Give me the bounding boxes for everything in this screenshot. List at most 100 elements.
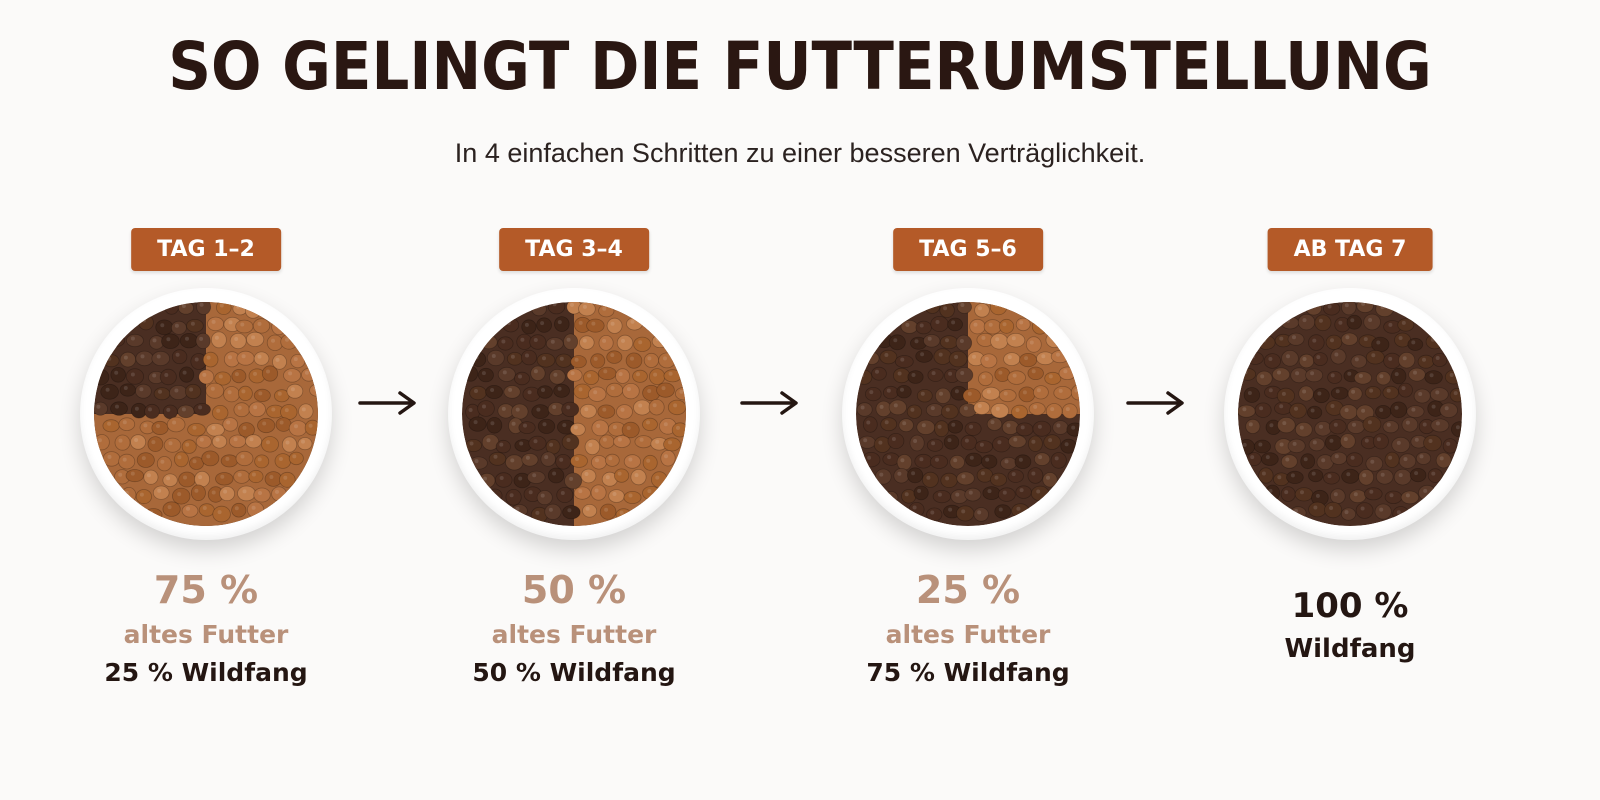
- new-food-kibble: [1384, 490, 1403, 505]
- kibble-highlight: [216, 408, 221, 413]
- kibble-highlight: [491, 354, 496, 358]
- old-food-kibble: [630, 469, 647, 486]
- kibble-highlight: [1295, 371, 1300, 376]
- kibble-highlight: [1024, 356, 1029, 361]
- new-food-kibble: [1008, 434, 1027, 449]
- kibble-highlight: [557, 386, 562, 391]
- kibble-highlight: [510, 458, 515, 463]
- new-food-kibble: [914, 453, 933, 469]
- kibble-highlight: [1056, 423, 1061, 428]
- kibble-highlight: [519, 441, 524, 446]
- kibble-highlight: [900, 387, 904, 392]
- kibble-highlight: [225, 456, 230, 461]
- new-food-kibble: [1400, 490, 1420, 505]
- old-food-kibble: [181, 504, 199, 518]
- old-food-kibble: [974, 303, 990, 318]
- new-food-kibble: [948, 350, 968, 368]
- new-food-kibble: [1415, 451, 1432, 465]
- new-food-kibble: [547, 467, 565, 484]
- new-food-kibble: [1287, 438, 1306, 454]
- kibble-highlight: [1046, 475, 1050, 480]
- kibble-highlight: [535, 305, 539, 309]
- kibble-highlight: [1367, 420, 1372, 425]
- kibble-highlight: [1311, 471, 1316, 476]
- kibble-highlight: [211, 490, 216, 495]
- kibble-highlight: [1029, 340, 1034, 345]
- new-food-kibble: [871, 366, 887, 381]
- kibble-highlight: [653, 372, 658, 377]
- kibble-highlight: [605, 475, 610, 480]
- kibble-highlight: [292, 454, 297, 459]
- kibble-highlight: [995, 406, 1000, 411]
- new-food-kibble: [943, 434, 960, 450]
- old-food-kibble: [998, 388, 1017, 403]
- old-food-kibble: [152, 485, 170, 500]
- new-food-kibble: [900, 319, 919, 334]
- kibble-highlight: [202, 506, 207, 510]
- kibble-highlight: [528, 490, 533, 495]
- kibble-highlight: [1265, 455, 1270, 460]
- old-food-kibble: [962, 388, 982, 404]
- kibble-highlight: [634, 473, 639, 478]
- kibble-highlight: [1413, 370, 1417, 375]
- kibble-highlight: [166, 337, 171, 342]
- old-food-kibble: [983, 319, 1002, 335]
- old-food-kibble: [198, 503, 215, 517]
- old-food-kibble: [248, 401, 266, 418]
- kibble-highlight: [1262, 338, 1267, 343]
- old-food-kibble: [973, 400, 991, 415]
- new-food-kibble: [1000, 456, 1017, 470]
- kibble-highlight: [1386, 388, 1391, 393]
- kibble-highlight: [977, 510, 982, 515]
- old-food-kibble: [1032, 385, 1049, 400]
- kibble-highlight: [912, 505, 917, 510]
- new-food-kibble: [177, 302, 194, 315]
- kibble-highlight: [1033, 404, 1038, 409]
- kibble-highlight: [1286, 354, 1290, 359]
- kibble-highlight: [1435, 390, 1440, 395]
- kibble-highlight: [1350, 318, 1355, 323]
- kibble-highlight: [1011, 472, 1016, 477]
- new-food-kibble: [1260, 452, 1279, 466]
- kibble-highlight: [294, 424, 298, 429]
- kibble-highlight: [969, 424, 974, 429]
- kibble-highlight: [288, 371, 293, 376]
- kibble-highlight: [124, 490, 129, 495]
- new-food-kibble: [980, 454, 998, 469]
- new-food-kibble: [1246, 351, 1264, 365]
- kibble-highlight: [920, 391, 925, 396]
- kibble-highlight: [1279, 442, 1284, 447]
- kibble-highlight: [867, 455, 872, 460]
- kibble-highlight: [218, 374, 223, 379]
- kibble-highlight: [617, 437, 622, 442]
- old-food-kibble: [658, 352, 676, 369]
- new-food-kibble: [495, 439, 511, 454]
- kibble-highlight: [1347, 371, 1352, 376]
- new-food-kibble: [1294, 487, 1314, 502]
- new-food-label: 50 % Wildfang: [472, 658, 676, 687]
- new-food-kibble: [1350, 354, 1368, 369]
- new-food-kibble: [960, 434, 978, 451]
- kibble-highlight: [917, 488, 922, 493]
- kibble-highlight: [1019, 488, 1024, 493]
- old-food-kibble: [608, 489, 625, 503]
- new-food-kibble: [159, 368, 177, 386]
- new-food-kibble: [906, 467, 924, 484]
- kibble-highlight: [214, 335, 219, 340]
- new-food-kibble: [927, 368, 944, 382]
- old-food-kibble: [1006, 333, 1026, 348]
- new-food-kibble: [1401, 416, 1419, 433]
- new-food-kibble: [955, 505, 975, 522]
- kibble-highlight: [112, 336, 117, 341]
- new-food-kibble: [469, 456, 488, 470]
- kibble-highlight: [1418, 392, 1423, 396]
- new-food-kibble: [171, 320, 187, 335]
- new-food-kibble: [1298, 385, 1314, 402]
- old-food-kibble: [222, 417, 239, 432]
- new-food-kibble: [1011, 503, 1030, 519]
- kibble-highlight: [610, 353, 615, 358]
- kibble-highlight: [920, 352, 925, 357]
- old-food-kibble: [136, 452, 155, 468]
- new-food-kibble: [1327, 370, 1343, 384]
- old-food-kibble: [279, 471, 296, 488]
